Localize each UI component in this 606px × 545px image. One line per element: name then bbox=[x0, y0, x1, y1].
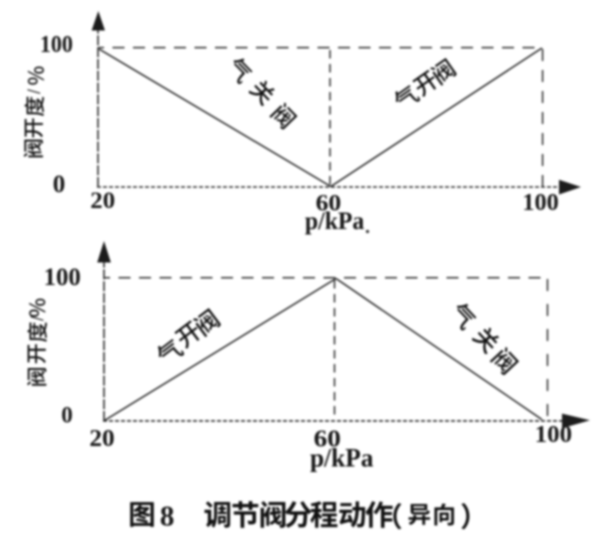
svg-text:20: 20 bbox=[90, 188, 115, 213]
svg-text:100: 100 bbox=[522, 190, 558, 216]
svg-text:8: 8 bbox=[160, 501, 175, 533]
svg-text:20: 20 bbox=[89, 426, 114, 452]
svg-text:100: 100 bbox=[535, 422, 572, 448]
svg-text:p/kPa: p/kPa bbox=[305, 206, 365, 235]
svg-text:100: 100 bbox=[44, 264, 81, 291]
svg-text:0: 0 bbox=[53, 171, 66, 198]
svg-text:100: 100 bbox=[40, 32, 73, 58]
svg-text:0: 0 bbox=[61, 402, 73, 427]
svg-text:60: 60 bbox=[314, 426, 341, 452]
svg-text:p/kPa: p/kPa bbox=[310, 443, 374, 473]
svg-text:60: 60 bbox=[316, 191, 342, 216]
